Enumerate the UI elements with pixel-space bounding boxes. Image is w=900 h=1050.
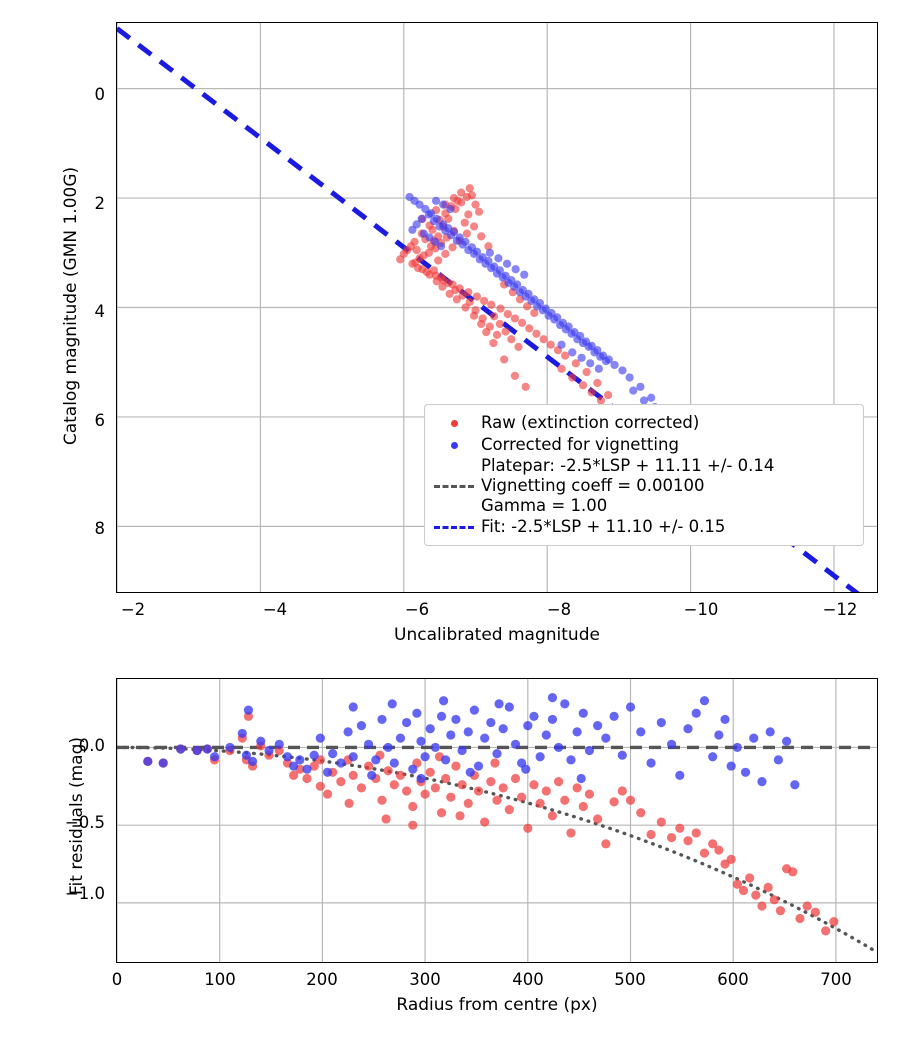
bottom-plot-ytick-0: 0.0	[78, 736, 105, 755]
bottom-plot-ytick-neg05: −0.5	[64, 813, 105, 832]
legend-entry-corrected: Corrected for vignetting	[433, 434, 853, 456]
top-plot-ytick-6: 6	[94, 411, 106, 430]
legend-label-corrected: Corrected for vignetting	[481, 434, 679, 454]
bottom-plot-xtick-400: 400	[512, 970, 544, 989]
legend-label-platepar: Platepar: -2.5*LSP + 11.11 +/- 0.14 Vign…	[481, 456, 775, 516]
top-plot-legend: Raw (extinction corrected) Corrected for…	[424, 404, 864, 547]
fit-residuals-plot	[116, 678, 878, 963]
top-plot-corrected-points	[405, 192, 681, 423]
top-plot-xtick-m2: −2	[120, 600, 146, 619]
bottom-plot-xtick-0: 0	[111, 970, 123, 989]
legend-entry-platepar: Platepar: -2.5*LSP + 11.11 +/- 0.14 Vign…	[433, 456, 853, 516]
bottom-plot-xtick-500: 500	[614, 970, 646, 989]
legend-dash-platepar-icon	[433, 484, 475, 488]
bottom-plot-xtick-300: 300	[409, 970, 441, 989]
top-plot-raw-points	[396, 184, 613, 424]
bottom-plot-xlabel: Radius from centre (px)	[396, 995, 598, 1015]
top-plot-xtick-m8: −8	[546, 600, 572, 619]
legend-marker-corrected-icon	[433, 441, 475, 449]
top-plot-xtick-m6: −6	[404, 600, 430, 619]
legend-label-raw: Raw (extinction corrected)	[481, 412, 700, 432]
top-plot-xlabel: Uncalibrated magnitude	[394, 625, 600, 645]
bottom-plot-xtick-700: 700	[820, 970, 852, 989]
legend-marker-raw-icon	[433, 419, 475, 427]
top-plot-ytick-8: 8	[94, 519, 106, 538]
top-plot-xtick-m12: −12	[822, 600, 858, 619]
bottom-plot-xtick-100: 100	[204, 970, 236, 989]
legend-entry-raw: Raw (extinction corrected)	[433, 412, 853, 434]
legend-entry-fit: Fit: -2.5*LSP + 11.10 +/- 0.15	[433, 516, 853, 538]
top-plot-xtick-m10: −10	[683, 600, 719, 619]
top-plot-xtick-m4: −4	[262, 600, 288, 619]
bottom-plot-canvas	[117, 679, 877, 962]
bottom-plot-xtick-600: 600	[717, 970, 749, 989]
bottom-plot-corrected-points	[143, 693, 800, 790]
top-plot-ytick-2: 2	[94, 194, 106, 213]
bottom-plot-xtick-200: 200	[306, 970, 338, 989]
top-plot-ytick-0: 0	[94, 85, 106, 104]
bottom-plot-ytick-neg10: −1.0	[64, 884, 105, 903]
legend-dash-fit-icon	[433, 525, 475, 529]
top-plot-ytick-4: 4	[94, 302, 106, 321]
legend-label-fit: Fit: -2.5*LSP + 11.10 +/- 0.15	[481, 517, 726, 537]
bottom-plot-gridlines	[117, 679, 877, 962]
